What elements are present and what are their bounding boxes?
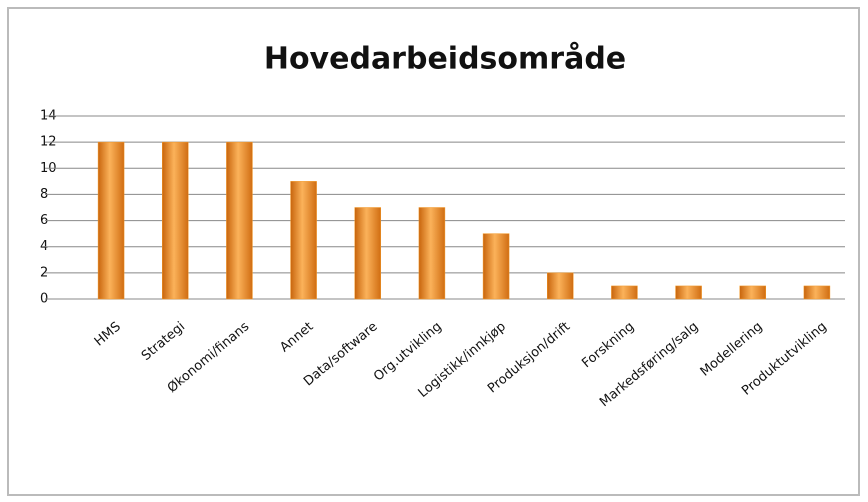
bar [803,285,831,300]
y-tick-label: 2 [40,265,48,280]
y-tick-label: 6 [40,213,48,228]
bar [226,141,253,300]
chart-title: Hovedarbeidsområde [264,41,626,77]
bar [290,181,317,300]
bar [97,141,125,300]
y-tick-label: 0 [40,292,48,307]
y-tick-label: 4 [40,239,48,254]
bar [611,285,638,300]
bar [482,233,510,300]
bar [547,272,574,300]
bar [675,285,702,300]
bar [162,141,189,300]
y-tick-label: 8 [40,187,48,202]
bar [354,207,381,300]
bar [739,285,766,300]
bar [418,207,446,300]
